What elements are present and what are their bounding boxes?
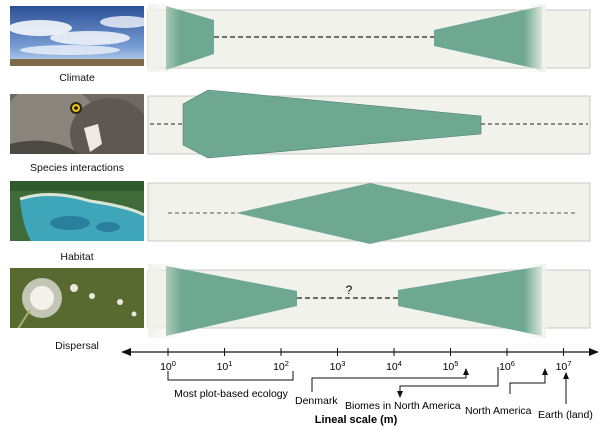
sky-clouds-photo [10, 6, 144, 66]
row-caption: Species interactions [30, 162, 124, 174]
north-america-label: North America [465, 405, 532, 417]
dispersal-uncertainty-mark: ? [346, 283, 353, 297]
habitat-shape [236, 183, 508, 244]
plot-ecology-bracket [167, 371, 294, 381]
axis-title: Lineal scale (m) [315, 414, 398, 426]
biomes-label: Biomes in North America [345, 400, 461, 412]
row-caption: Dispersal [55, 340, 99, 352]
axis-tick-label: 102 [273, 359, 289, 373]
axis-tick-label: 101 [217, 359, 233, 373]
axis-tick-label: 107 [556, 359, 572, 373]
denmark-label: Denmark [295, 395, 338, 407]
climate-large-scale-shape [434, 6, 542, 70]
species-interactions-shape [182, 89, 482, 159]
axis-ticks: 100 101 102 103 104 105 106 107 [160, 348, 571, 373]
axis-tick-label: 100 [160, 359, 176, 373]
biomes-arrow [397, 367, 499, 398]
axis-tick-label: 106 [499, 359, 515, 373]
denmark-arrow [311, 368, 469, 392]
dispersal-large-scale-shape [398, 266, 542, 336]
plot-ecology-label: Most plot-based ecology [174, 388, 289, 400]
axis-tick-label: 103 [330, 359, 346, 373]
row-caption: Climate [59, 72, 95, 84]
axis-left-arrowhead [121, 348, 131, 356]
axis-right-arrowhead [589, 348, 599, 356]
earth-label: Earth (land) [538, 409, 593, 421]
north-america-arrow [509, 368, 548, 394]
dandelion-seeds-photo [10, 268, 144, 328]
row-caption: Habitat [60, 251, 94, 263]
owl-eating-prey-photo [10, 94, 144, 154]
axis-tick-label: 104 [386, 359, 402, 373]
dispersal-small-scale-shape [166, 266, 297, 336]
aerial-coastline-photo [10, 181, 144, 241]
axis-tick-label: 105 [443, 359, 459, 373]
